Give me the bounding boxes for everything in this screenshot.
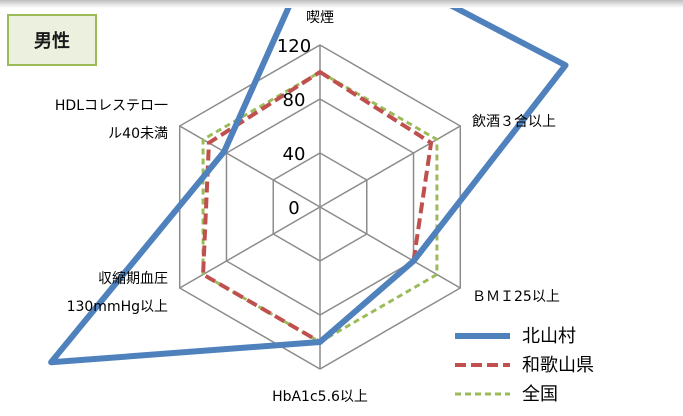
axis-label: 130mmHg以上 — [67, 299, 168, 315]
axis-label: HbA1c5.6以上 — [272, 389, 368, 405]
legend-label: 北山村 — [522, 326, 576, 347]
axis-label: 喫煙 — [306, 10, 334, 26]
radar-grid — [178, 44, 462, 370]
radar-tick-labels: 0 40 80 120 — [277, 36, 311, 219]
axis-label: ＢＭＩ25以上 — [472, 289, 560, 305]
tick-label: 80 — [283, 90, 306, 111]
tick-label: 120 — [277, 36, 311, 57]
series-line-0 — [48, 8, 569, 366]
legend-label: 和歌山県 — [522, 355, 594, 376]
grid-spoke — [319, 206, 461, 289]
tick-label: 0 — [288, 198, 299, 219]
radar-series — [48, 8, 569, 366]
gender-badge: 男性 — [7, 14, 97, 66]
axis-label: 収縮期血圧 — [98, 271, 168, 287]
axis-label: ル40未満 — [108, 126, 168, 142]
top-border — [0, 0, 683, 8]
grid-spoke — [179, 206, 321, 289]
legend-label: 全国 — [522, 384, 558, 405]
grid-spoke — [179, 125, 321, 208]
grid-spoke — [319, 125, 461, 208]
tick-label: 40 — [283, 144, 306, 165]
axis-label: 飲酒３合以上 — [472, 114, 556, 130]
series-line-1 — [201, 69, 434, 345]
axis-label: HDLコレステロ一 — [55, 98, 168, 114]
